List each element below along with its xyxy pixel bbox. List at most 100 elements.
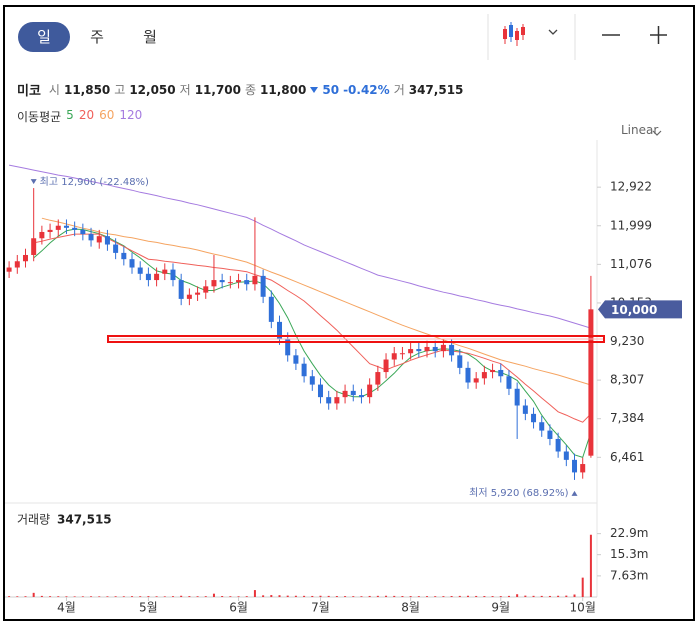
volume-bar [565, 595, 568, 597]
candle-body [580, 464, 586, 473]
y-tick-label: 6,461 [610, 450, 644, 464]
chart-type-icon[interactable] [503, 22, 525, 46]
volume-bar [196, 596, 199, 597]
volume-bar [131, 596, 134, 597]
volume-bar [49, 596, 52, 597]
candle-body [162, 269, 168, 274]
change: 50 [322, 82, 340, 97]
volume-bar [245, 596, 248, 597]
candle-body [154, 273, 160, 281]
volume-bar [212, 593, 215, 597]
candle-body [113, 244, 119, 253]
volume-bar [532, 595, 535, 597]
scale-mode[interactable]: Linear [621, 123, 659, 137]
field-value: 11,800 [260, 82, 307, 97]
stock-name: 미코 [17, 84, 41, 99]
tab[interactable]: 일 [18, 22, 70, 52]
x-tick-label: 9월 [491, 601, 510, 615]
candle-body [47, 229, 53, 232]
candle-body [195, 292, 201, 295]
candle-body [129, 259, 135, 268]
low-annotation: 최저 5,920 (68.92%) [469, 487, 568, 499]
volume-bar [434, 596, 437, 597]
candle-body [473, 378, 479, 383]
volume-bar [426, 596, 429, 597]
high-annotation: 최고 12,900 (-22.48%) [40, 176, 149, 188]
zoom-in[interactable] [650, 26, 667, 44]
ma-line [41, 217, 592, 386]
field-value: 11,700 [194, 82, 241, 97]
candle-body [211, 280, 217, 287]
field-value: 347,515 [408, 82, 464, 97]
volume-bar [237, 596, 240, 597]
volume-bar [147, 596, 150, 597]
field-value: 12,050 [129, 82, 176, 97]
field-label: 거 [393, 83, 405, 97]
volume-bar [286, 595, 289, 597]
volume-bar [188, 596, 191, 597]
candle-body [408, 349, 414, 354]
candle-body [96, 236, 102, 243]
field-label: 고 [114, 83, 126, 97]
volume-bar [114, 596, 117, 597]
y-tick-label: 11,076 [610, 257, 652, 271]
volume-bar [139, 596, 142, 597]
volume-bar [491, 596, 494, 597]
dropdown-chevron[interactable] [548, 29, 558, 35]
candle-body [22, 254, 28, 262]
volume-bar [352, 596, 355, 597]
volume-bar [8, 596, 11, 597]
volume-bar [401, 596, 404, 597]
candle-body [55, 225, 61, 230]
candle-body [236, 280, 242, 283]
volume-bar [171, 596, 174, 597]
volume-bar [57, 596, 60, 597]
volume-bar [385, 595, 388, 597]
candle-body [498, 369, 504, 377]
ma-line [8, 164, 592, 329]
volume-bar [221, 596, 224, 597]
volume-bar [499, 596, 502, 597]
volume-bar [122, 596, 125, 597]
volume-bar [180, 595, 183, 597]
volume-bar [319, 595, 322, 597]
y-tick-label: 9,230 [610, 334, 644, 348]
candle-body [31, 238, 37, 255]
candle-body [375, 372, 381, 385]
candle-body [334, 397, 340, 404]
volume-bar [81, 596, 84, 597]
candle-body [555, 438, 561, 452]
volume-bar [581, 577, 584, 597]
volume-bar [589, 534, 592, 597]
volume-bar [229, 596, 232, 597]
candle-body [481, 372, 487, 379]
candle-body [137, 267, 143, 274]
volume-bar [458, 595, 461, 597]
candle-body [358, 395, 364, 398]
candle-body [391, 353, 397, 360]
volume-bar [155, 596, 158, 597]
volume-tick-label: 15.3m [610, 547, 648, 561]
tab[interactable]: 주 [90, 28, 104, 46]
volume-bar [548, 595, 551, 597]
candle-body [6, 267, 12, 272]
field-label: 저 [179, 83, 191, 97]
x-tick-label: 7월 [311, 601, 330, 615]
tab[interactable]: 월 [143, 28, 157, 46]
candle-body [285, 338, 291, 356]
price-tag [598, 300, 682, 319]
scale-chevron[interactable] [652, 130, 662, 136]
candle-body [457, 355, 463, 368]
candle-body [522, 405, 528, 414]
candle-body [588, 309, 594, 456]
candle-body [178, 280, 184, 299]
volume-bar [24, 596, 27, 597]
candle-body [326, 397, 332, 404]
ma-line [33, 233, 592, 423]
volume-bar [303, 595, 306, 597]
high-marker [30, 179, 37, 185]
candle-body [399, 353, 405, 355]
x-tick-label: 5월 [139, 601, 158, 615]
volume-title: 거래량 [17, 513, 50, 527]
